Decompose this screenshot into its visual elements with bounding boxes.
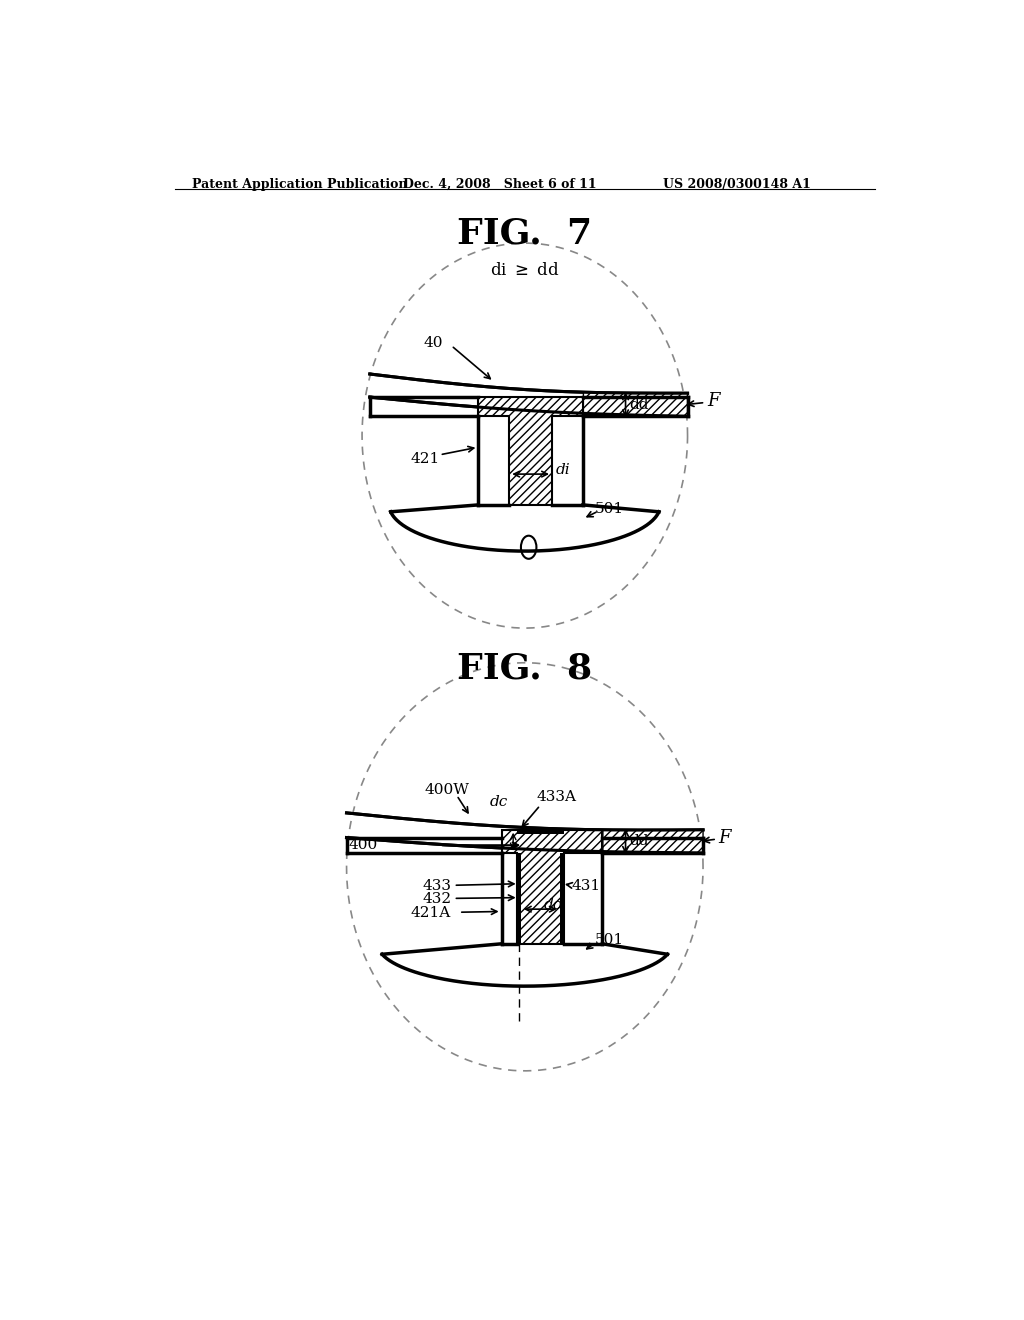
Text: Patent Application Publication: Patent Application Publication [191, 178, 408, 190]
Text: 431: 431 [571, 879, 600, 894]
Polygon shape [584, 392, 687, 416]
Text: FIG.  8: FIG. 8 [458, 651, 592, 685]
Text: F: F [707, 392, 720, 411]
Bar [517, 853, 521, 944]
Polygon shape [603, 830, 703, 853]
Text: US 2008/0300148 A1: US 2008/0300148 A1 [663, 178, 811, 190]
Text: 421: 421 [411, 451, 439, 466]
Bar [517, 830, 563, 834]
Polygon shape [502, 830, 602, 944]
Bar [560, 853, 563, 944]
Text: F: F [719, 829, 731, 846]
Text: di: di [556, 463, 570, 478]
Text: 432: 432 [422, 892, 452, 906]
Text: FIG.  7: FIG. 7 [458, 216, 592, 251]
Text: 400: 400 [348, 838, 378, 853]
Text: Dec. 4, 2008   Sheet 6 of 11: Dec. 4, 2008 Sheet 6 of 11 [403, 178, 597, 190]
Text: dd: dd [630, 834, 649, 849]
Text: do: do [544, 899, 563, 912]
Text: 433: 433 [422, 879, 452, 894]
Text: dd: dd [630, 397, 649, 412]
Polygon shape [478, 397, 583, 506]
Text: 501: 501 [595, 502, 624, 516]
Text: 40: 40 [424, 337, 443, 350]
Text: 400W: 400W [425, 783, 470, 797]
Text: 501: 501 [595, 933, 624, 946]
Text: dc: dc [489, 795, 508, 809]
Text: 433A: 433A [537, 789, 577, 804]
Text: 421A: 421A [411, 906, 452, 920]
Text: di $\geq$ dd: di $\geq$ dd [489, 263, 560, 280]
